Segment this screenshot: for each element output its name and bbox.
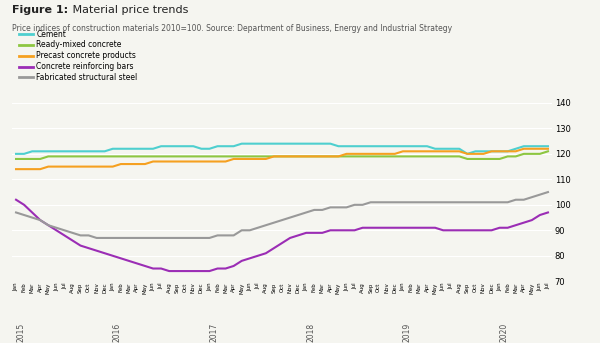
Legend: Cement, Ready-mixed concrete, Precast concrete products, Concrete reinforcing ba: Cement, Ready-mixed concrete, Precast co… xyxy=(16,26,141,85)
Text: 2017: 2017 xyxy=(209,323,218,342)
Text: Material price trends: Material price trends xyxy=(69,5,188,15)
Text: 2015: 2015 xyxy=(16,323,25,342)
Text: 2018: 2018 xyxy=(306,323,315,342)
Text: 2019: 2019 xyxy=(403,323,412,342)
Text: Price indices of construction materials 2010=100. Source: Department of Business: Price indices of construction materials … xyxy=(12,24,452,33)
Text: 2020: 2020 xyxy=(500,323,509,342)
Text: 2016: 2016 xyxy=(113,323,122,342)
Text: Figure 1:: Figure 1: xyxy=(12,5,68,15)
